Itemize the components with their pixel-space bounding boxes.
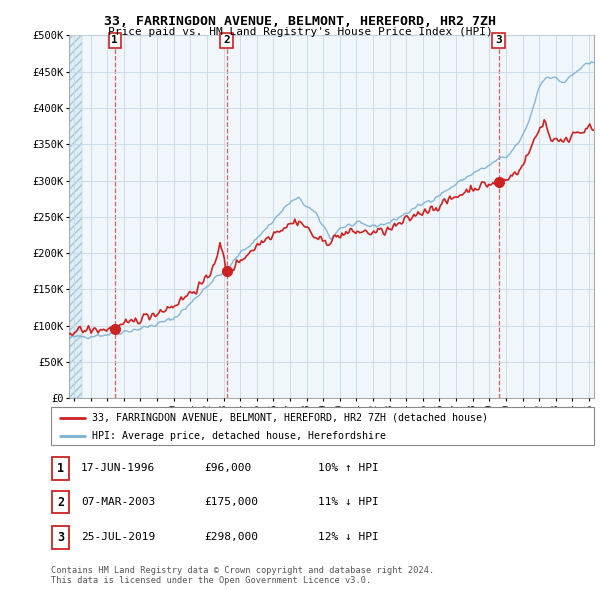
- FancyBboxPatch shape: [52, 491, 69, 513]
- Text: 17-JUN-1996: 17-JUN-1996: [81, 464, 155, 473]
- Text: 07-MAR-2003: 07-MAR-2003: [81, 497, 155, 507]
- Text: HPI: Average price, detached house, Herefordshire: HPI: Average price, detached house, Here…: [92, 431, 386, 441]
- Text: Contains HM Land Registry data © Crown copyright and database right 2024.
This d: Contains HM Land Registry data © Crown c…: [51, 566, 434, 585]
- Text: 3: 3: [57, 531, 64, 544]
- FancyBboxPatch shape: [52, 526, 69, 549]
- Text: 11% ↓ HPI: 11% ↓ HPI: [318, 497, 379, 507]
- FancyBboxPatch shape: [51, 407, 594, 445]
- Text: 33, FARRINGDON AVENUE, BELMONT, HEREFORD, HR2 7ZH (detached house): 33, FARRINGDON AVENUE, BELMONT, HEREFORD…: [92, 413, 488, 423]
- Text: Price paid vs. HM Land Registry's House Price Index (HPI): Price paid vs. HM Land Registry's House …: [107, 27, 493, 37]
- Text: 2: 2: [57, 496, 64, 509]
- Text: £298,000: £298,000: [204, 533, 258, 542]
- Text: 1: 1: [57, 462, 64, 475]
- Text: 1: 1: [112, 35, 118, 45]
- Text: 25-JUL-2019: 25-JUL-2019: [81, 533, 155, 542]
- Text: 12% ↓ HPI: 12% ↓ HPI: [318, 533, 379, 542]
- Text: 3: 3: [495, 35, 502, 45]
- FancyBboxPatch shape: [52, 457, 69, 480]
- Text: 10% ↑ HPI: 10% ↑ HPI: [318, 464, 379, 473]
- Text: 33, FARRINGDON AVENUE, BELMONT, HEREFORD, HR2 7ZH: 33, FARRINGDON AVENUE, BELMONT, HEREFORD…: [104, 15, 496, 28]
- Text: £96,000: £96,000: [204, 464, 251, 473]
- Text: 2: 2: [223, 35, 230, 45]
- Text: £175,000: £175,000: [204, 497, 258, 507]
- Bar: [69, 35, 82, 398]
